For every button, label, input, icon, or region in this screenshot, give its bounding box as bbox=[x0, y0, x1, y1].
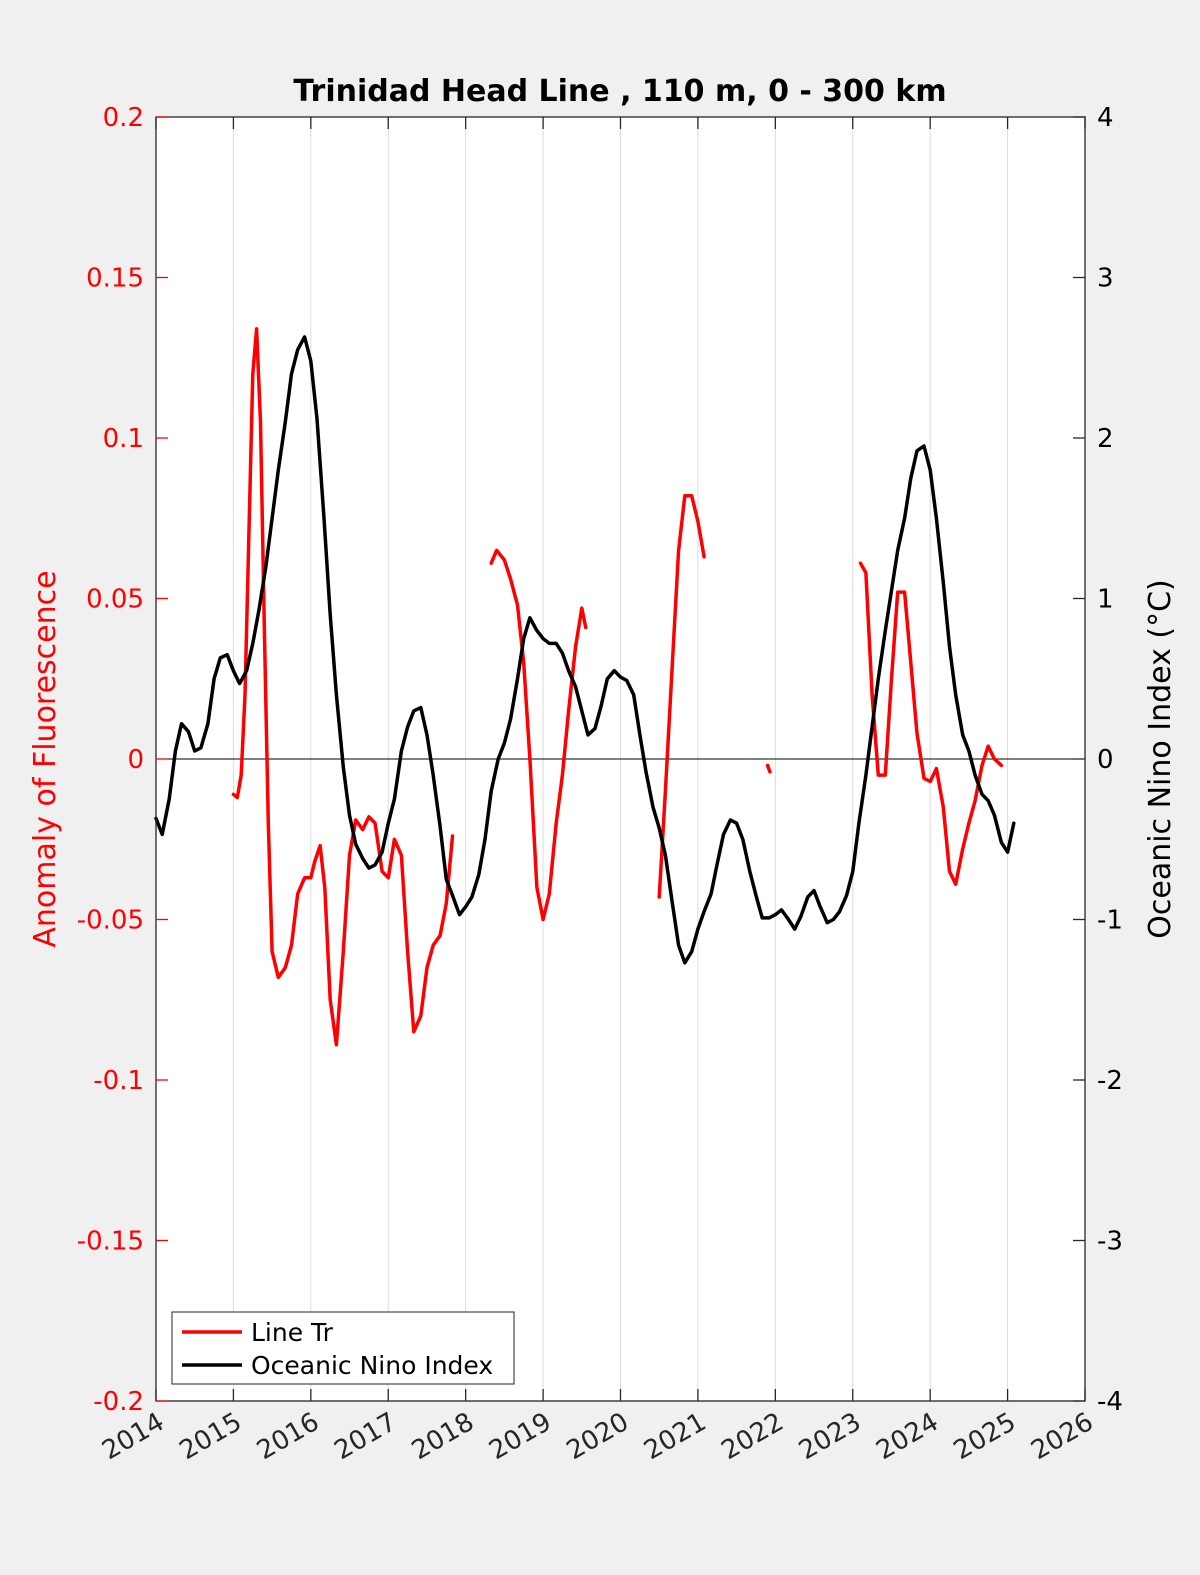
y-left-tick-label: -0.15 bbox=[77, 1227, 144, 1257]
y-left-tick-label: 0.1 bbox=[103, 424, 144, 454]
y-left-tick-label: 0.05 bbox=[86, 585, 144, 615]
y-left-tick-label: -0.2 bbox=[93, 1387, 144, 1417]
y-right-tick-label: 0 bbox=[1097, 745, 1114, 775]
y-left-tick-label: -0.1 bbox=[93, 1066, 144, 1096]
y-right-tick-label: 3 bbox=[1097, 264, 1114, 294]
y-right-tick-label: 2 bbox=[1097, 424, 1114, 454]
y-left-tick-label: 0.15 bbox=[86, 264, 144, 294]
y-right-tick-label: 1 bbox=[1097, 585, 1114, 615]
y-right-tick-label: 4 bbox=[1097, 103, 1114, 133]
y-right-tick-label: -1 bbox=[1097, 906, 1123, 936]
series-line-oceanic-nino-index bbox=[154, 335, 1016, 965]
series-line-line-tr bbox=[765, 763, 772, 774]
legend-label-oni: Oceanic Nino Index bbox=[251, 1351, 493, 1380]
series-layer bbox=[154, 327, 1016, 1047]
legend-box bbox=[171, 1311, 515, 1385]
legend-label-line-tr: Line Tr bbox=[251, 1318, 334, 1347]
y-axis-left-label: Anomaly of Fluorescence bbox=[28, 570, 63, 947]
y-axis-right-label: Oceanic Nino Index (°C) bbox=[1143, 579, 1178, 939]
y-right-tick-label: -3 bbox=[1097, 1227, 1123, 1257]
y-right-tick-label: -4 bbox=[1097, 1387, 1123, 1417]
y-left-tick-label: 0.2 bbox=[103, 103, 144, 133]
y-left-tick-label: 0 bbox=[127, 745, 144, 775]
series-line-line-tr bbox=[231, 327, 455, 1047]
legend: Line Tr Oceanic Nino Index bbox=[171, 1311, 515, 1385]
y-left-tick-label: -0.05 bbox=[77, 906, 144, 936]
chart-title: Trinidad Head Line , 110 m, 0 - 300 km bbox=[293, 74, 946, 109]
y-right-tick-label: -2 bbox=[1097, 1066, 1123, 1096]
series-line-line-tr bbox=[657, 494, 706, 899]
series-line-line-tr bbox=[858, 561, 1004, 886]
